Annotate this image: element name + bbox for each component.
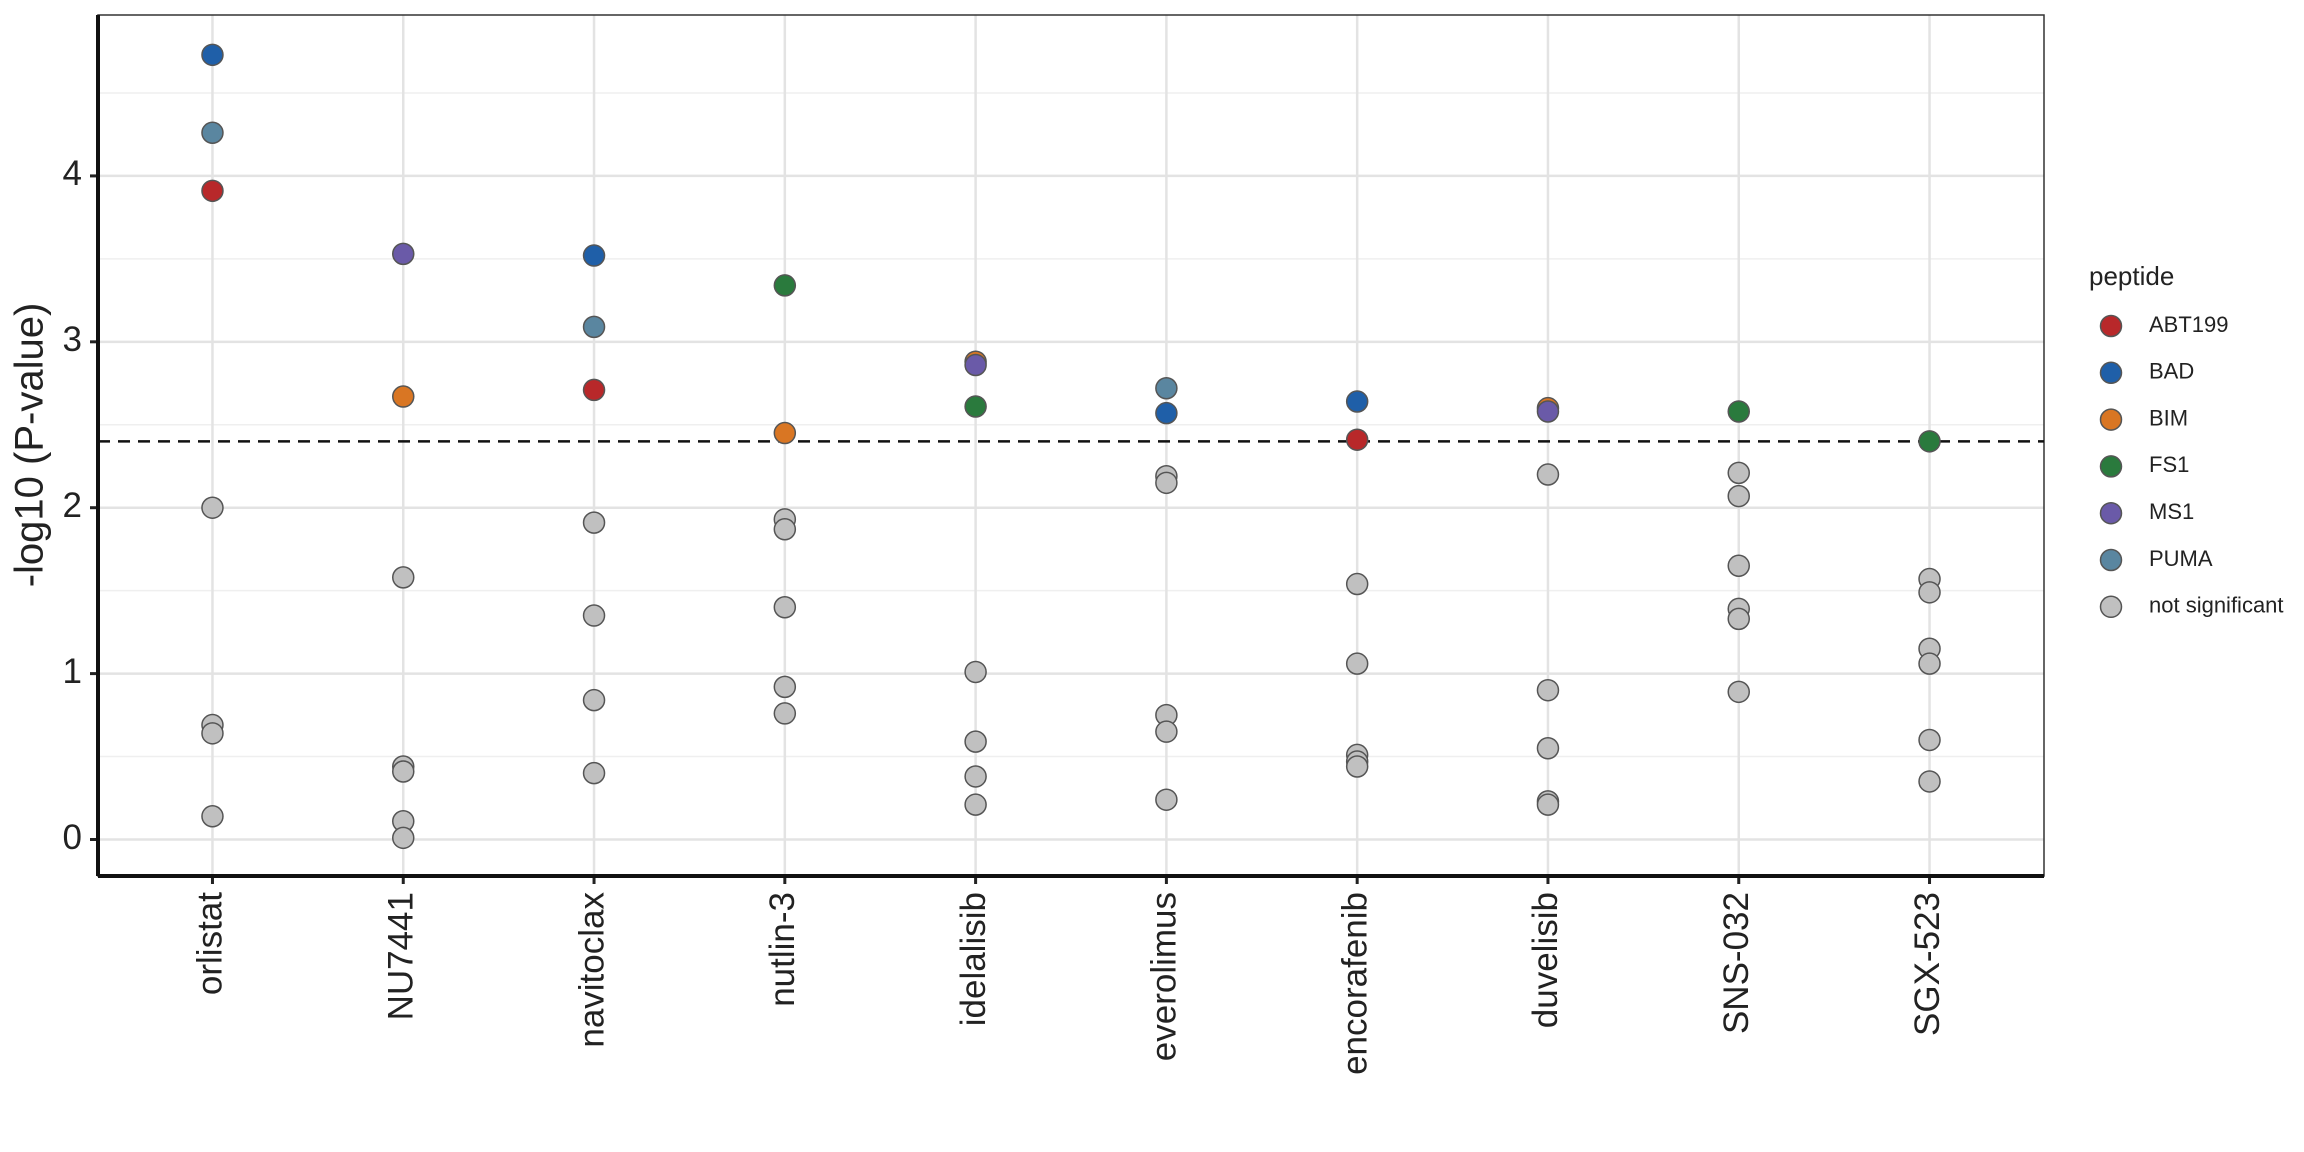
data-point	[1727, 554, 1750, 578]
data-point	[1918, 728, 1941, 752]
legend-label: ABT199	[2149, 312, 2229, 337]
panel-border	[97, 14, 2045, 877]
data-point	[964, 395, 987, 418]
data-point	[964, 353, 987, 377]
data-point	[582, 315, 606, 339]
data-point	[773, 421, 797, 445]
data-point	[392, 760, 415, 783]
x-tick-label: SNS-032	[1717, 892, 1756, 1034]
data-point	[582, 688, 606, 712]
data-point	[582, 761, 606, 785]
x-tick-label: SGX-523	[1908, 892, 1947, 1036]
data-point	[964, 730, 987, 753]
legend-marker	[2099, 501, 2123, 525]
data-point	[773, 518, 797, 541]
legend-marker	[2099, 595, 2123, 619]
data-point	[1727, 400, 1750, 423]
data-point	[1155, 377, 1178, 400]
data-point	[1918, 652, 1941, 675]
data-point	[1345, 572, 1369, 596]
data-point	[1918, 581, 1941, 604]
data-point	[201, 179, 224, 203]
data-point	[392, 242, 415, 266]
data-point	[392, 385, 415, 408]
x-tick-label: everolimus	[1145, 892, 1184, 1061]
data-point	[201, 496, 224, 519]
data-point	[582, 511, 606, 534]
data-point	[1345, 652, 1369, 675]
legend-marker	[2099, 408, 2123, 431]
y-axis-label: -log10 (P-value)	[8, 303, 52, 588]
legend-label: MS1	[2149, 499, 2194, 524]
data-point	[1918, 430, 1941, 453]
y-tick-label: 4	[63, 154, 82, 193]
data-point	[201, 43, 224, 67]
data-point	[1536, 793, 1560, 816]
data-point	[1727, 607, 1750, 631]
data-point	[964, 660, 987, 684]
data-point	[1345, 390, 1369, 413]
data-point	[773, 595, 797, 619]
x-tick-label: duvelisib	[1526, 892, 1565, 1028]
legend-label: BIM	[2149, 405, 2188, 430]
data-point	[201, 805, 224, 828]
data-point	[1536, 678, 1560, 702]
data-point	[1727, 680, 1750, 704]
data-point	[773, 675, 797, 699]
data-point	[582, 604, 606, 627]
data-point	[392, 566, 415, 589]
x-tick-label: nutlin-3	[763, 892, 802, 1007]
data-point	[1345, 755, 1369, 778]
y-tick-label: 1	[63, 652, 82, 691]
x-tick-label: orlistat	[191, 892, 230, 995]
data-point	[773, 274, 797, 297]
data-point	[1536, 737, 1560, 760]
y-tick-label: 3	[63, 320, 82, 359]
data-point	[1155, 720, 1178, 743]
data-point	[1155, 788, 1178, 811]
data-point	[1918, 770, 1941, 793]
legend-title: peptide	[2089, 261, 2174, 291]
data-point	[1345, 428, 1369, 451]
legend-label: not significant	[2149, 593, 2284, 618]
data-point	[1727, 461, 1750, 485]
data-point	[1155, 471, 1178, 495]
legend-marker	[2099, 455, 2123, 478]
legend-label: PUMA	[2149, 546, 2213, 571]
legend-marker	[2099, 361, 2123, 385]
legend-label: BAD	[2149, 359, 2194, 384]
data-point	[582, 378, 606, 402]
data-point	[964, 765, 987, 788]
x-tick-label: navitoclax	[572, 892, 611, 1048]
x-tick-label: NU7441	[382, 892, 421, 1020]
data-point	[201, 722, 224, 745]
y-tick-label: 2	[63, 486, 82, 525]
data-point	[201, 121, 224, 145]
data-point	[582, 244, 606, 267]
y-tick-label: 0	[63, 818, 82, 857]
x-tick-label: idelalisib	[954, 892, 993, 1026]
data-point	[1536, 463, 1560, 486]
legend-marker	[2099, 548, 2123, 572]
data-point	[1536, 400, 1560, 423]
data-point	[392, 826, 415, 850]
legend-marker	[2099, 314, 2123, 338]
x-tick-label: encorafenib	[1335, 892, 1374, 1075]
data-point	[964, 793, 987, 816]
legend-label: FS1	[2149, 452, 2189, 477]
data-point	[1155, 401, 1178, 425]
data-point	[773, 702, 797, 725]
data-point	[1727, 484, 1750, 508]
